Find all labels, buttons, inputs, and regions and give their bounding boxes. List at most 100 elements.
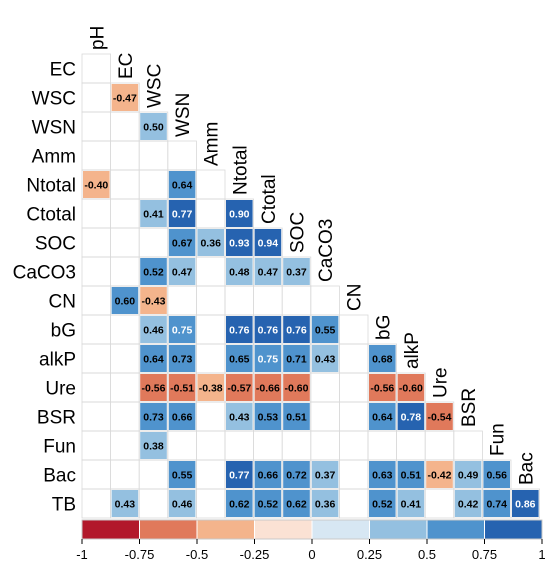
cell-value-label: -0.66	[256, 383, 280, 395]
grid-cell	[195, 343, 226, 374]
grid-cell	[195, 488, 226, 519]
cell-value-label: -0.54	[428, 412, 452, 424]
grid-cell	[81, 343, 112, 374]
grid-cell	[81, 198, 112, 229]
heatmap-cell-wsc-ec	[111, 84, 139, 111]
cell-value-label: -0.60	[399, 383, 423, 395]
grid-cell	[110, 343, 140, 374]
row-label-ctotal: Ctotal	[26, 205, 76, 226]
colorbar-tick-label: -0.25	[240, 547, 270, 562]
heatmap-cell-bg-ctotal	[254, 316, 282, 343]
grid-cell	[195, 314, 226, 345]
cell-value-label: -0.57	[227, 383, 251, 395]
heatmap-cell-soc-ctotal	[254, 229, 282, 256]
grid-cell	[138, 459, 169, 490]
heatmap-cell-tb-alkp	[397, 490, 425, 517]
grid-cell	[338, 430, 369, 461]
grid-cell	[110, 372, 140, 403]
grid-cell	[310, 285, 340, 316]
column-label-bg: bG	[373, 315, 394, 340]
colorbar-tick-label: 0.5	[418, 547, 436, 562]
cell-value-label: 0.46	[143, 325, 164, 337]
heatmap-cell-ctotal-ntotal	[226, 200, 253, 227]
grid-cell	[195, 169, 226, 200]
cell-value-label: 0.66	[258, 470, 279, 482]
heatmap-cell-bg-ntotal	[226, 316, 253, 343]
cell-value-label: 0.76	[286, 325, 307, 337]
cell-value-label: 0.53	[258, 412, 279, 424]
cell-value-label: 0.52	[143, 267, 164, 279]
heatmap-cell-tb-soc	[283, 490, 310, 517]
cell-value-label: 0.90	[229, 209, 250, 221]
heatmap-cell-soc-wsn	[168, 229, 196, 256]
grid-cell	[167, 140, 197, 171]
heatmap-cell-bac-ntotal	[226, 461, 253, 488]
column-label-ph: pH	[87, 26, 108, 50]
grid-cell	[281, 285, 312, 316]
row-label-ec: EC	[50, 60, 76, 81]
cell-value-label: 0.73	[143, 412, 164, 424]
heatmap-cell-alkp-wsc	[140, 345, 167, 372]
cell-value-label: 0.73	[172, 354, 193, 366]
heatmap-cell-alkp-soc	[283, 345, 310, 372]
heatmap-grid	[81, 53, 541, 519]
column-label-amm: Amm	[202, 122, 223, 166]
heatmap-cell-tb-bac	[512, 490, 539, 517]
heatmap-cell-bg-caco3	[311, 316, 339, 343]
cell-value-label: 0.37	[315, 470, 336, 482]
grid-cell	[110, 227, 140, 258]
cell-value-label: 0.51	[286, 412, 307, 424]
column-label-alkp: alkP	[402, 332, 423, 369]
colorbar-bin	[426, 519, 485, 540]
heatmap-cell-tb-caco3	[311, 490, 339, 517]
heatmap-cell-alkp-caco3	[311, 345, 339, 372]
cell-value-label: 0.47	[258, 267, 279, 279]
colorbar-bin	[254, 519, 313, 540]
heatmap-cell-bg-wsc	[140, 316, 167, 343]
heatmap-cell-bac-bsr	[454, 461, 482, 488]
row-label-bac: Bac	[43, 466, 76, 487]
cell-value-label: -0.38	[199, 383, 223, 395]
cell-value-label: 0.55	[315, 325, 336, 337]
grid-cell	[424, 430, 455, 461]
cell-value-label: 0.76	[258, 325, 279, 337]
row-label-cn: CN	[49, 292, 76, 313]
colorbar-bin	[369, 519, 428, 540]
colorbar-bin	[139, 519, 198, 540]
cell-value-label: 0.75	[258, 354, 279, 366]
heatmap-cell-ure-ntotal	[226, 374, 253, 401]
row-label-bg: bG	[51, 321, 76, 342]
row-label-fun: Fun	[43, 437, 76, 458]
cell-value-label: -0.51	[170, 383, 194, 395]
column-label-bsr: BSR	[459, 388, 480, 427]
grid-cell	[310, 430, 340, 461]
heatmap-cell-tb-bsr	[454, 490, 482, 517]
heatmap-cell-ure-wsn	[168, 374, 196, 401]
grid-cell	[338, 343, 369, 374]
heatmap-cell-cn-ec	[111, 287, 139, 314]
cell-value-label: 0.77	[229, 470, 250, 482]
cell-value-label: 0.62	[229, 499, 250, 511]
row-labels: EC WSC WSN Amm Ntotal Ctotal SOC CaCO3 CN bG alkP U…	[13, 60, 76, 516]
column-label-caco3: CaCO3	[316, 219, 337, 282]
heatmap-cell-alkp-ntotal	[226, 345, 253, 372]
cell-value-label: -0.42	[428, 470, 452, 482]
column-label-ure: Ure	[431, 367, 452, 398]
heatmap-cell-caco3-ctotal	[254, 258, 282, 285]
heatmap-cell-ure-bg	[369, 374, 396, 401]
cell-value-label: 0.41	[401, 499, 422, 511]
grid-cell	[110, 256, 140, 287]
column-labels: pH EC WSC WSN Amm Ntotal Ctotal SOC CaCO3 CN bG alk…	[87, 26, 537, 485]
heatmap-cell-cn-wsc	[140, 287, 167, 314]
grid-cell	[367, 430, 398, 461]
cell-value-label: 0.78	[401, 412, 422, 424]
cell-value-label: 0.74	[486, 499, 507, 511]
row-label-bsr: BSR	[37, 408, 76, 429]
heatmap-cell-alkp-wsn	[168, 345, 196, 372]
heatmap-cell-bac-soc	[283, 461, 310, 488]
heatmap-cells	[83, 84, 539, 517]
colorbar-tick-label: -1	[76, 547, 88, 562]
heatmap-cell-bac-bg	[369, 461, 396, 488]
cell-value-label: -0.60	[285, 383, 309, 395]
